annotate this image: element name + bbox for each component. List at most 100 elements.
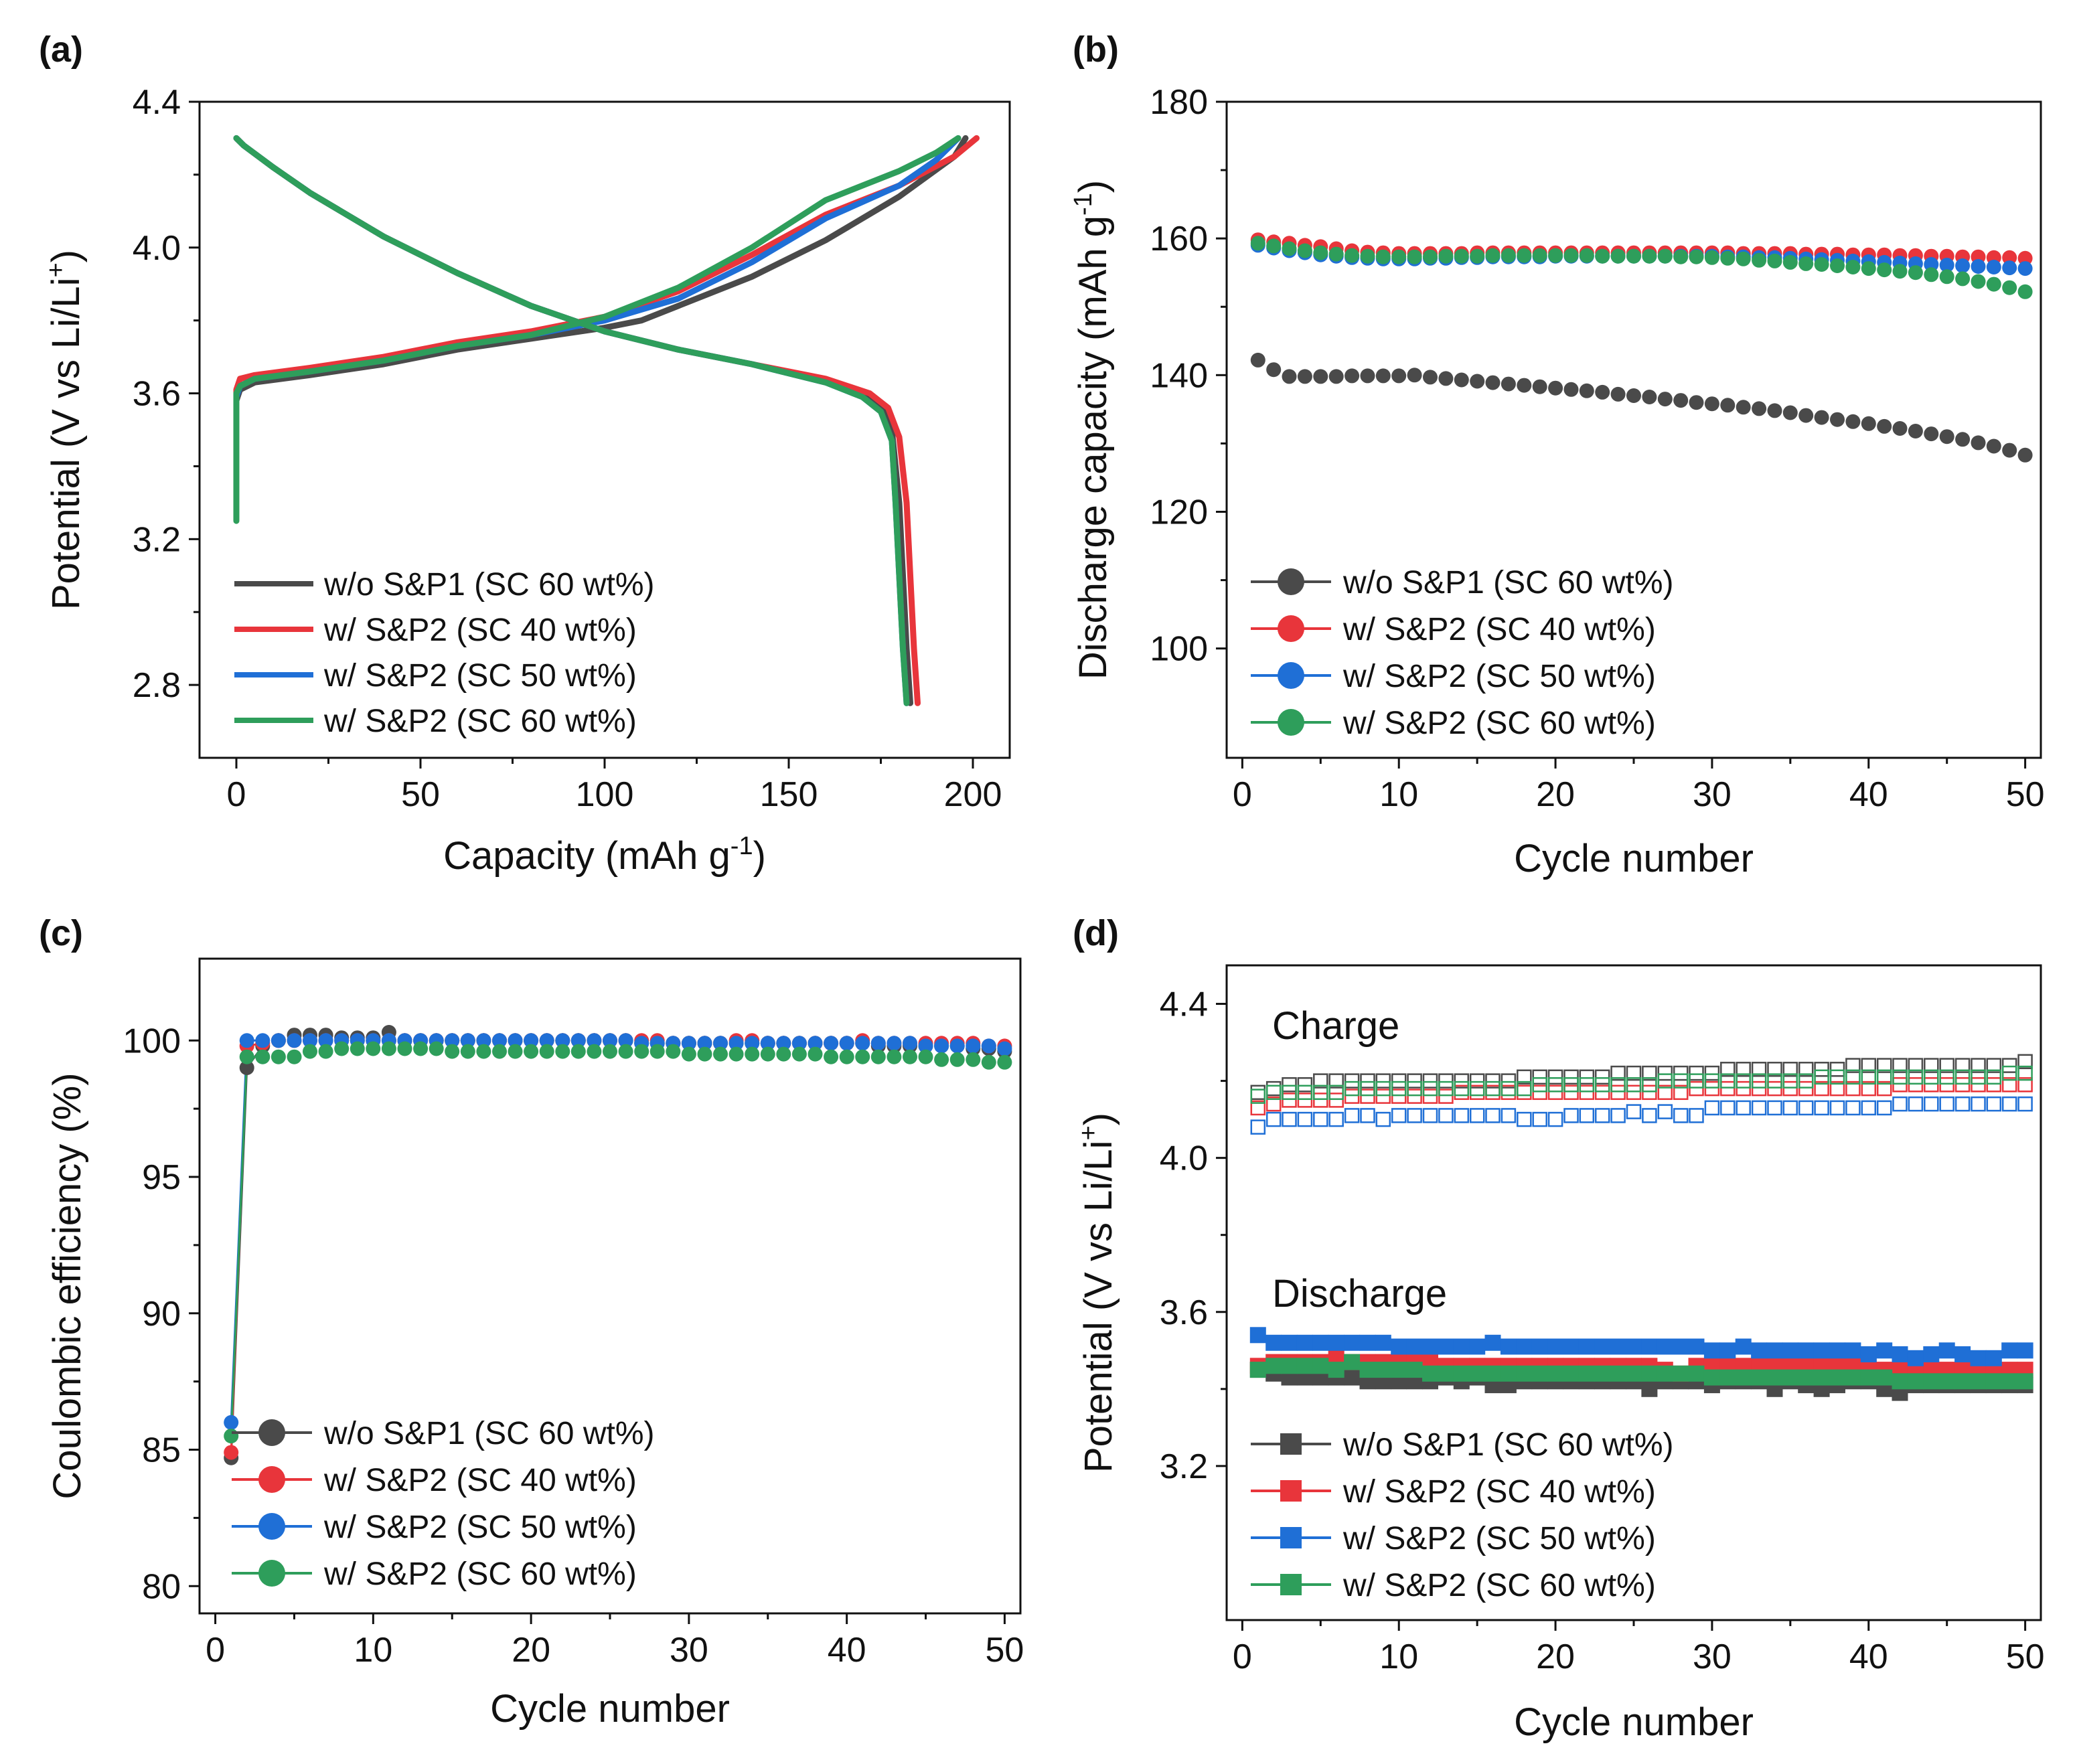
point-blue-cycle-30 [681,1036,696,1051]
point-green-cycle-19 [1532,248,1547,263]
point-green-cycle-41 [1877,262,1892,278]
legend-c-marker-black [258,1419,285,1446]
legend-d-label-3: w/ S&P2 (SC 60 wt%) [1342,1568,1656,1603]
charge-point-green-cycle-25 [1626,1077,1642,1093]
charge-point-black-cycle-34 [1767,1062,1782,1077]
point-blue-cycle-38 [808,1036,823,1051]
point-green-cycle-4 [1297,243,1312,258]
charge-point-red-cycle-2 [1265,1096,1282,1112]
point-green-cycle-33 [1752,252,1767,268]
point-black-cycle-6 [1328,369,1344,384]
discharge-point-blue-cycle-39 [1845,1342,1861,1359]
panel-b-discharge-capacity: (b) 0 10 20 30 40 50 100 120 140 160 180 Cycle nu… [1069,29,2045,880]
discharge-point-blue-cycle-9 [1375,1334,1391,1351]
charge-point-black-cycle-14 [1454,1073,1470,1089]
discharge-point-blue-cycle-11 [1406,1338,1423,1355]
discharge-point-green-cycle-18 [1516,1365,1533,1382]
charge-point-red-cycle-24 [1610,1085,1626,1101]
discharge-point-blue-cycle-7 [1344,1334,1361,1351]
point-black-cycle-42 [1892,421,1908,436]
discharge-point-green-cycle-9 [1375,1362,1391,1378]
point-green-cycle-29 [666,1044,681,1059]
point-green-cycle-49 [981,1054,996,1070]
panel-c-y-tick-labels: 80 85 90 95 100 [123,1022,181,1606]
charge-point-green-cycle-27 [1657,1073,1673,1089]
point-green-cycle-27 [1657,248,1673,264]
discharge-point-blue-cycle-14 [1453,1338,1470,1355]
discharge-point-green-cycle-37 [1813,1369,1830,1386]
charge-point-green-cycle-29 [1689,1073,1704,1089]
charge-point-blue-cycle-48 [1986,1096,2002,1112]
charge-point-blue-cycle-10 [1391,1108,1407,1123]
panel-c-y-tick-label: 85 [142,1431,181,1470]
charge-point-blue-cycle-33 [1751,1100,1767,1116]
charge-point-black-cycle-26 [1642,1065,1657,1081]
point-black-cycle-20 [1548,380,1563,396]
point-green-cycle-39 [824,1049,839,1064]
charge-point-green-cycle-42 [1892,1069,1908,1085]
point-green-cycle-7 [318,1044,333,1059]
charge-point-black-cycle-35 [1782,1062,1798,1077]
point-green-cycle-37 [1814,257,1829,272]
discharge-point-green-cycle-3 [1281,1358,1298,1374]
discharge-point-green-cycle-50 [2017,1373,2033,1390]
point-blue-cycle-25 [603,1033,617,1048]
discharge-point-blue-cycle-32 [1735,1338,1752,1355]
panel-a-y-tick-label: 4.4 [133,83,181,122]
discharge-point-blue-cycle-24 [1610,1338,1626,1355]
discharge-point-blue-cycle-19 [1531,1338,1548,1355]
panel-b-x-tick-label: 30 [1693,775,1732,814]
discharge-point-green-cycle-1 [1249,1362,1266,1378]
charge-point-blue-cycle-24 [1610,1108,1626,1123]
panel-a-x-tick-label: 200 [944,775,1002,814]
discharge-point-blue-cycle-31 [1719,1342,1736,1359]
charge-point-red-cycle-41 [1876,1080,1892,1097]
point-black-cycle-18 [1517,378,1532,393]
charge-point-red-cycle-20 [1547,1085,1563,1101]
charge-point-green-cycle-4 [1297,1085,1313,1101]
discharge-point-green-cycle-11 [1406,1362,1423,1378]
panel-c-y-tick-label: 95 [142,1158,181,1197]
discharge-point-green-cycle-32 [1735,1369,1752,1386]
charge-point-green-cycle-47 [1971,1069,1986,1085]
point-blue-cycle-44 [903,1036,917,1051]
charge-point-green-cycle-49 [2001,1065,2017,1081]
legend-b-label-1: w/ S&P2 (SC 40 wt%) [1342,612,1656,647]
charge-point-green-cycle-45 [1939,1069,1954,1085]
panel-d-tag: (d) [1073,913,1119,953]
discharge-point-green-cycle-26 [1641,1365,1658,1382]
panel-a-x-tick-label: 0 [227,775,246,814]
charge-point-blue-cycle-4 [1297,1111,1313,1127]
point-black-cycle-1 [1250,352,1265,368]
point-black-cycle-49 [2002,443,2017,458]
charge-point-black-cycle-38 [1829,1062,1845,1077]
point-green-cycle-8 [1360,248,1375,264]
discharge-point-black-cycle-26 [1641,1380,1658,1397]
charge-point-green-cycle-16 [1485,1080,1501,1097]
discharge-point-green-cycle-25 [1626,1365,1642,1382]
charge-point-blue-cycle-35 [1782,1100,1798,1116]
point-green-cycle-30 [681,1046,696,1062]
point-green-cycle-5 [1313,245,1328,260]
legend-d-label-2: w/ S&P2 (SC 50 wt%) [1342,1521,1656,1556]
panel-c-x-tick-label: 50 [986,1631,1024,1670]
charge-point-blue-cycle-19 [1532,1111,1547,1127]
point-black-cycle-37 [1814,410,1829,425]
charge-point-green-cycle-8 [1360,1080,1375,1097]
point-green-cycle-32 [1736,251,1751,266]
charge-point-black-cycle-49 [2001,1058,2017,1073]
charge-point-green-cycle-9 [1375,1080,1391,1097]
point-green-cycle-18 [492,1044,507,1059]
discharge-point-green-cycle-5 [1312,1358,1329,1374]
point-red-cycle-49 [2002,250,2017,265]
point-black-cycle-22 [1579,383,1594,398]
discharge-point-blue-cycle-43 [1907,1350,1924,1366]
charge-point-blue-cycle-13 [1438,1108,1454,1123]
point-green-cycle-35 [760,1046,775,1062]
point-blue-cycle-42 [870,1036,886,1051]
panel-b-ticks [1216,100,2027,769]
point-green-cycle-21 [539,1044,554,1059]
point-black-cycle-50 [2017,447,2033,463]
discharge-point-green-cycle-30 [1703,1369,1720,1386]
point-blue-cycle-19 [508,1033,523,1048]
